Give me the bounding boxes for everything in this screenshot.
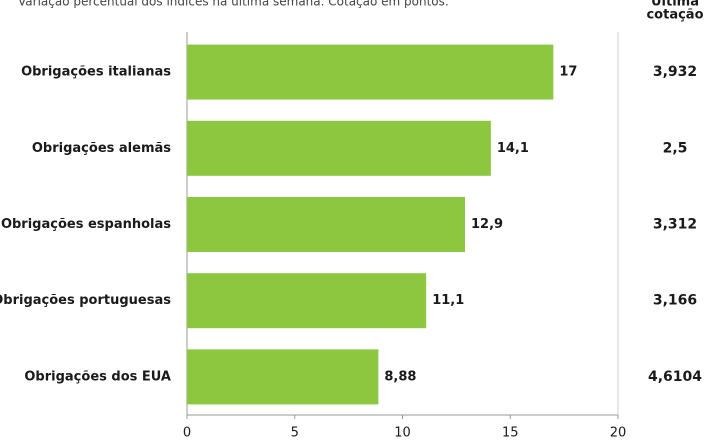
y-tick-label: Obrigações dos EUA <box>24 369 171 384</box>
quote: 2,5 <box>663 140 688 156</box>
quote: 3,932 <box>653 64 697 80</box>
x-tick-label: 5 <box>291 426 299 441</box>
bar <box>187 197 465 252</box>
y-tick-label: Obrigações italianas <box>21 65 171 80</box>
value-label: 12,9 <box>471 217 503 232</box>
quote-header: cotação <box>646 8 703 23</box>
x-tick-label: 20 <box>610 426 627 441</box>
bar <box>187 120 491 176</box>
x-tick-label: 0 <box>183 426 191 441</box>
value-label: 17 <box>559 65 577 80</box>
quote: 4,6104 <box>648 369 702 385</box>
quote: 3,166 <box>653 293 697 309</box>
bar <box>187 44 554 100</box>
bar <box>187 349 379 405</box>
value-label: 11,1 <box>432 293 464 308</box>
y-tick-label: Obrigações espanholas <box>1 217 171 232</box>
chart-subtitle: Variação percentual dos índices na últim… <box>18 0 449 9</box>
value-label: 14,1 <box>497 141 529 156</box>
value-label: 8,88 <box>384 369 416 384</box>
y-tick-label: Obrigações alemãs <box>32 141 171 156</box>
bar <box>187 273 427 329</box>
x-tick-label: 15 <box>502 426 519 441</box>
y-tick-label: Obrigações portuguesas <box>0 293 171 308</box>
quote: 3,312 <box>653 217 697 233</box>
x-tick-label: 10 <box>394 426 411 441</box>
quote-header: Última <box>651 0 699 10</box>
